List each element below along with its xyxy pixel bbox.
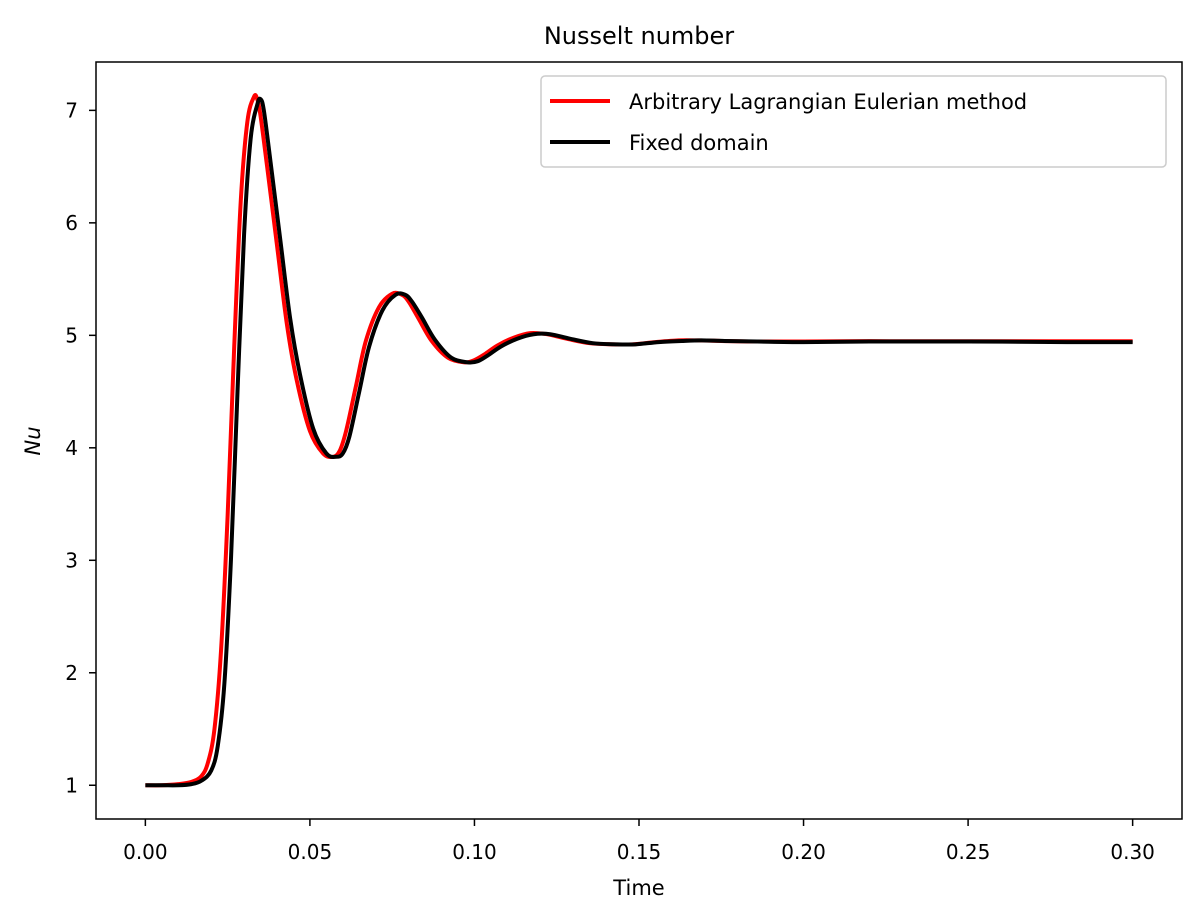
series-line-ale xyxy=(145,93,1133,788)
x-tick-label: 0.05 xyxy=(288,840,333,864)
y-tick-label: 5 xyxy=(65,323,78,347)
x-tick-label: 0.10 xyxy=(452,840,497,864)
y-tick-label: 4 xyxy=(65,436,78,460)
y-tick-label: 1 xyxy=(65,773,78,797)
x-axis-label: Time xyxy=(612,876,664,900)
series-line-fixed xyxy=(145,96,1133,788)
x-tick-label: 0.15 xyxy=(617,840,662,864)
y-tick-label: 3 xyxy=(65,548,78,572)
x-tick-label: 0.00 xyxy=(123,840,168,864)
x-tick-label: 0.25 xyxy=(946,840,991,864)
legend-frame xyxy=(540,75,1167,168)
legend: Arbitrary Lagrangian Eulerian method Fix… xyxy=(540,75,1167,168)
y-axis-ticks: 1 2 3 4 5 6 7 xyxy=(65,98,96,797)
x-tick-label: 0.30 xyxy=(1110,840,1155,864)
chart-title: Nusselt number xyxy=(544,22,734,50)
y-tick-label: 2 xyxy=(65,661,78,685)
y-axis-label: Nu xyxy=(21,426,45,455)
plot-frame xyxy=(95,61,1183,820)
x-tick-label: 0.20 xyxy=(781,840,826,864)
y-tick-label: 7 xyxy=(65,98,78,122)
legend-label-ale: Arbitrary Lagrangian Eulerian method xyxy=(629,90,1027,114)
y-tick-label: 6 xyxy=(65,211,78,235)
plot-lines xyxy=(145,93,1133,788)
legend-label-fixed: Fixed domain xyxy=(629,131,769,155)
x-axis-ticks: 0.00 0.05 0.10 0.15 0.20 0.25 0.30 xyxy=(123,819,1155,864)
